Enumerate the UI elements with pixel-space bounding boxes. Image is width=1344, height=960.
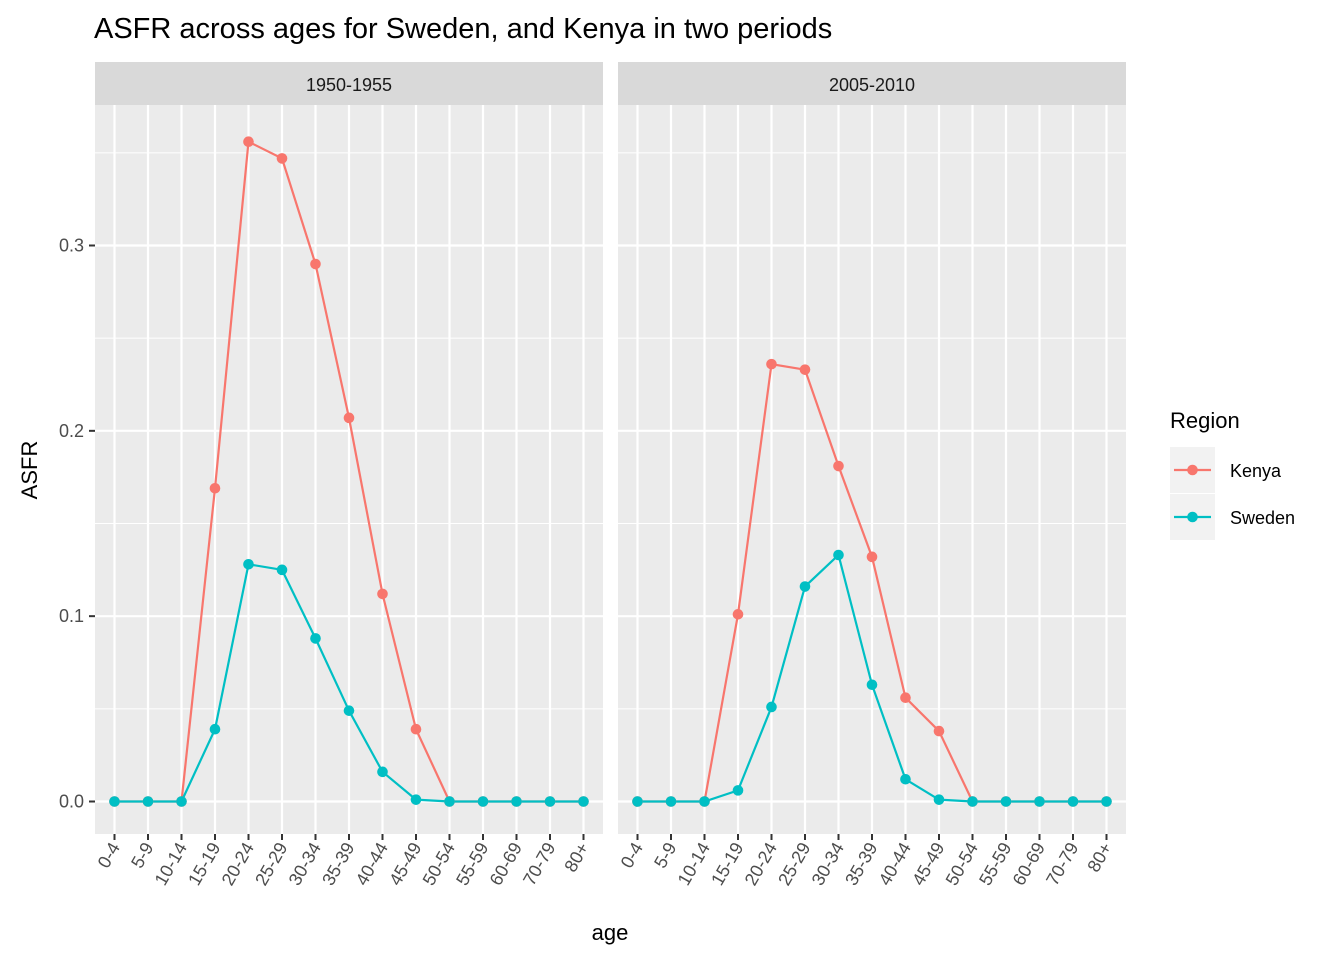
data-point-sweden [1034, 796, 1045, 807]
x-tick-label: 55-59 [975, 839, 1015, 889]
data-point-sweden [967, 796, 978, 807]
data-point-kenya [866, 551, 878, 563]
facet-strip-label: 2005-2010 [829, 75, 915, 95]
x-tick-label: 80+ [560, 839, 593, 875]
legend: Region Kenya Sweden [1170, 408, 1295, 540]
data-point-sweden [866, 679, 878, 691]
data-point-kenya [766, 358, 777, 370]
legend-entry-sweden: Sweden [1170, 494, 1295, 540]
data-point-kenya [410, 723, 422, 735]
x-tick-label: 25-29 [251, 839, 291, 889]
data-point-kenya [377, 588, 388, 600]
x-tick-label: 80+ [1083, 839, 1116, 875]
x-axis-title: age [592, 920, 629, 945]
data-point-kenya [243, 136, 254, 148]
x-tick-label: 15-19 [707, 839, 747, 889]
x-tick-label: 15-19 [184, 839, 224, 889]
data-point-sweden [477, 796, 489, 807]
facet-strip [95, 62, 603, 105]
legend-label: Kenya [1230, 461, 1282, 481]
x-tick-label: 5-9 [127, 839, 157, 872]
data-point-sweden [732, 785, 744, 796]
data-point-sweden [699, 796, 710, 807]
data-point-sweden [410, 794, 422, 805]
legend-key-point [1187, 464, 1198, 476]
data-point-sweden [109, 796, 120, 807]
x-tick-label: 25-29 [774, 839, 814, 889]
facet-strip-label: 1950-1955 [306, 75, 392, 95]
x-tick-label: 60-69 [1009, 839, 1049, 889]
chart-title: ASFR across ages for Sweden, and Kenya i… [94, 13, 832, 45]
data-point-sweden [444, 796, 455, 807]
x-tick-label: 60-69 [486, 839, 526, 889]
x-tick-label: 10-14 [674, 839, 714, 889]
data-point-sweden [1067, 796, 1079, 807]
data-point-sweden [511, 796, 522, 807]
data-point-sweden [766, 701, 777, 713]
data-point-kenya [933, 725, 945, 737]
data-point-kenya [833, 460, 844, 472]
x-tick-label: 30-34 [808, 839, 848, 889]
legend-entry-kenya: Kenya [1170, 447, 1282, 493]
data-point-sweden [377, 766, 388, 778]
y-tick-label: 0.0 [59, 792, 84, 812]
x-tick-label: 50-54 [942, 839, 982, 889]
data-point-sweden [1000, 796, 1012, 807]
data-point-sweden [176, 796, 187, 807]
legend-key-point [1187, 511, 1198, 523]
data-point-sweden [243, 558, 254, 570]
y-tick-label: 0.1 [59, 606, 84, 626]
x-tick-label: 45-49 [385, 839, 425, 889]
x-tick-label: 70-79 [519, 839, 559, 889]
x-tick-label: 70-79 [1042, 839, 1082, 889]
data-point-sweden [544, 796, 556, 807]
legend-label: Sweden [1230, 508, 1295, 528]
data-point-sweden [933, 794, 945, 805]
x-tick-label: 50-54 [419, 839, 459, 889]
x-tick-label: 45-49 [908, 839, 948, 889]
data-point-kenya [209, 482, 221, 494]
data-point-kenya [343, 412, 355, 424]
x-tick-label: 35-39 [318, 839, 358, 889]
data-point-sweden [900, 773, 911, 785]
x-tick-label: 10-14 [151, 839, 191, 889]
facet-strip [618, 62, 1126, 105]
data-point-sweden [665, 796, 677, 807]
x-tick-label: 40-44 [352, 839, 392, 889]
data-point-sweden [343, 705, 355, 716]
x-tick-label: 20-24 [741, 839, 781, 889]
panel-2005-2010: 2005-2010 0-4 5-910-1415-1920-2425-2930-34… [617, 62, 1126, 889]
data-point-sweden [310, 633, 321, 644]
data-point-sweden [276, 564, 288, 576]
legend-title: Region [1170, 408, 1240, 433]
y-tick-label: 0.2 [59, 421, 84, 441]
x-tick-label: 40-44 [875, 839, 915, 889]
x-tick-label: 0-4 [94, 839, 124, 872]
x-tick-label: 0-4 [617, 839, 647, 872]
data-point-sweden [209, 723, 221, 735]
data-point-kenya [276, 153, 288, 164]
data-point-kenya [310, 258, 321, 270]
data-point-sweden [833, 549, 844, 561]
data-point-kenya [732, 609, 744, 620]
data-point-sweden [1101, 796, 1112, 807]
data-point-kenya [900, 692, 911, 704]
panel-1950-1955: 1950-1955 0-4 5-910-1415-1920-2425-2930-34… [94, 62, 603, 889]
data-point-sweden [578, 796, 589, 807]
y-axis-title: ASFR [17, 441, 42, 500]
x-tick-label: 5-9 [650, 839, 680, 872]
y-tick-label: 0.3 [59, 236, 84, 256]
x-tick-label: 30-34 [285, 839, 325, 889]
x-tick-label: 35-39 [841, 839, 881, 889]
data-point-sweden [799, 581, 811, 592]
data-point-sweden [142, 796, 154, 807]
data-point-kenya [799, 364, 811, 375]
x-tick-label: 55-59 [452, 839, 492, 889]
data-point-sweden [632, 796, 643, 807]
x-tick-label: 20-24 [218, 839, 258, 889]
